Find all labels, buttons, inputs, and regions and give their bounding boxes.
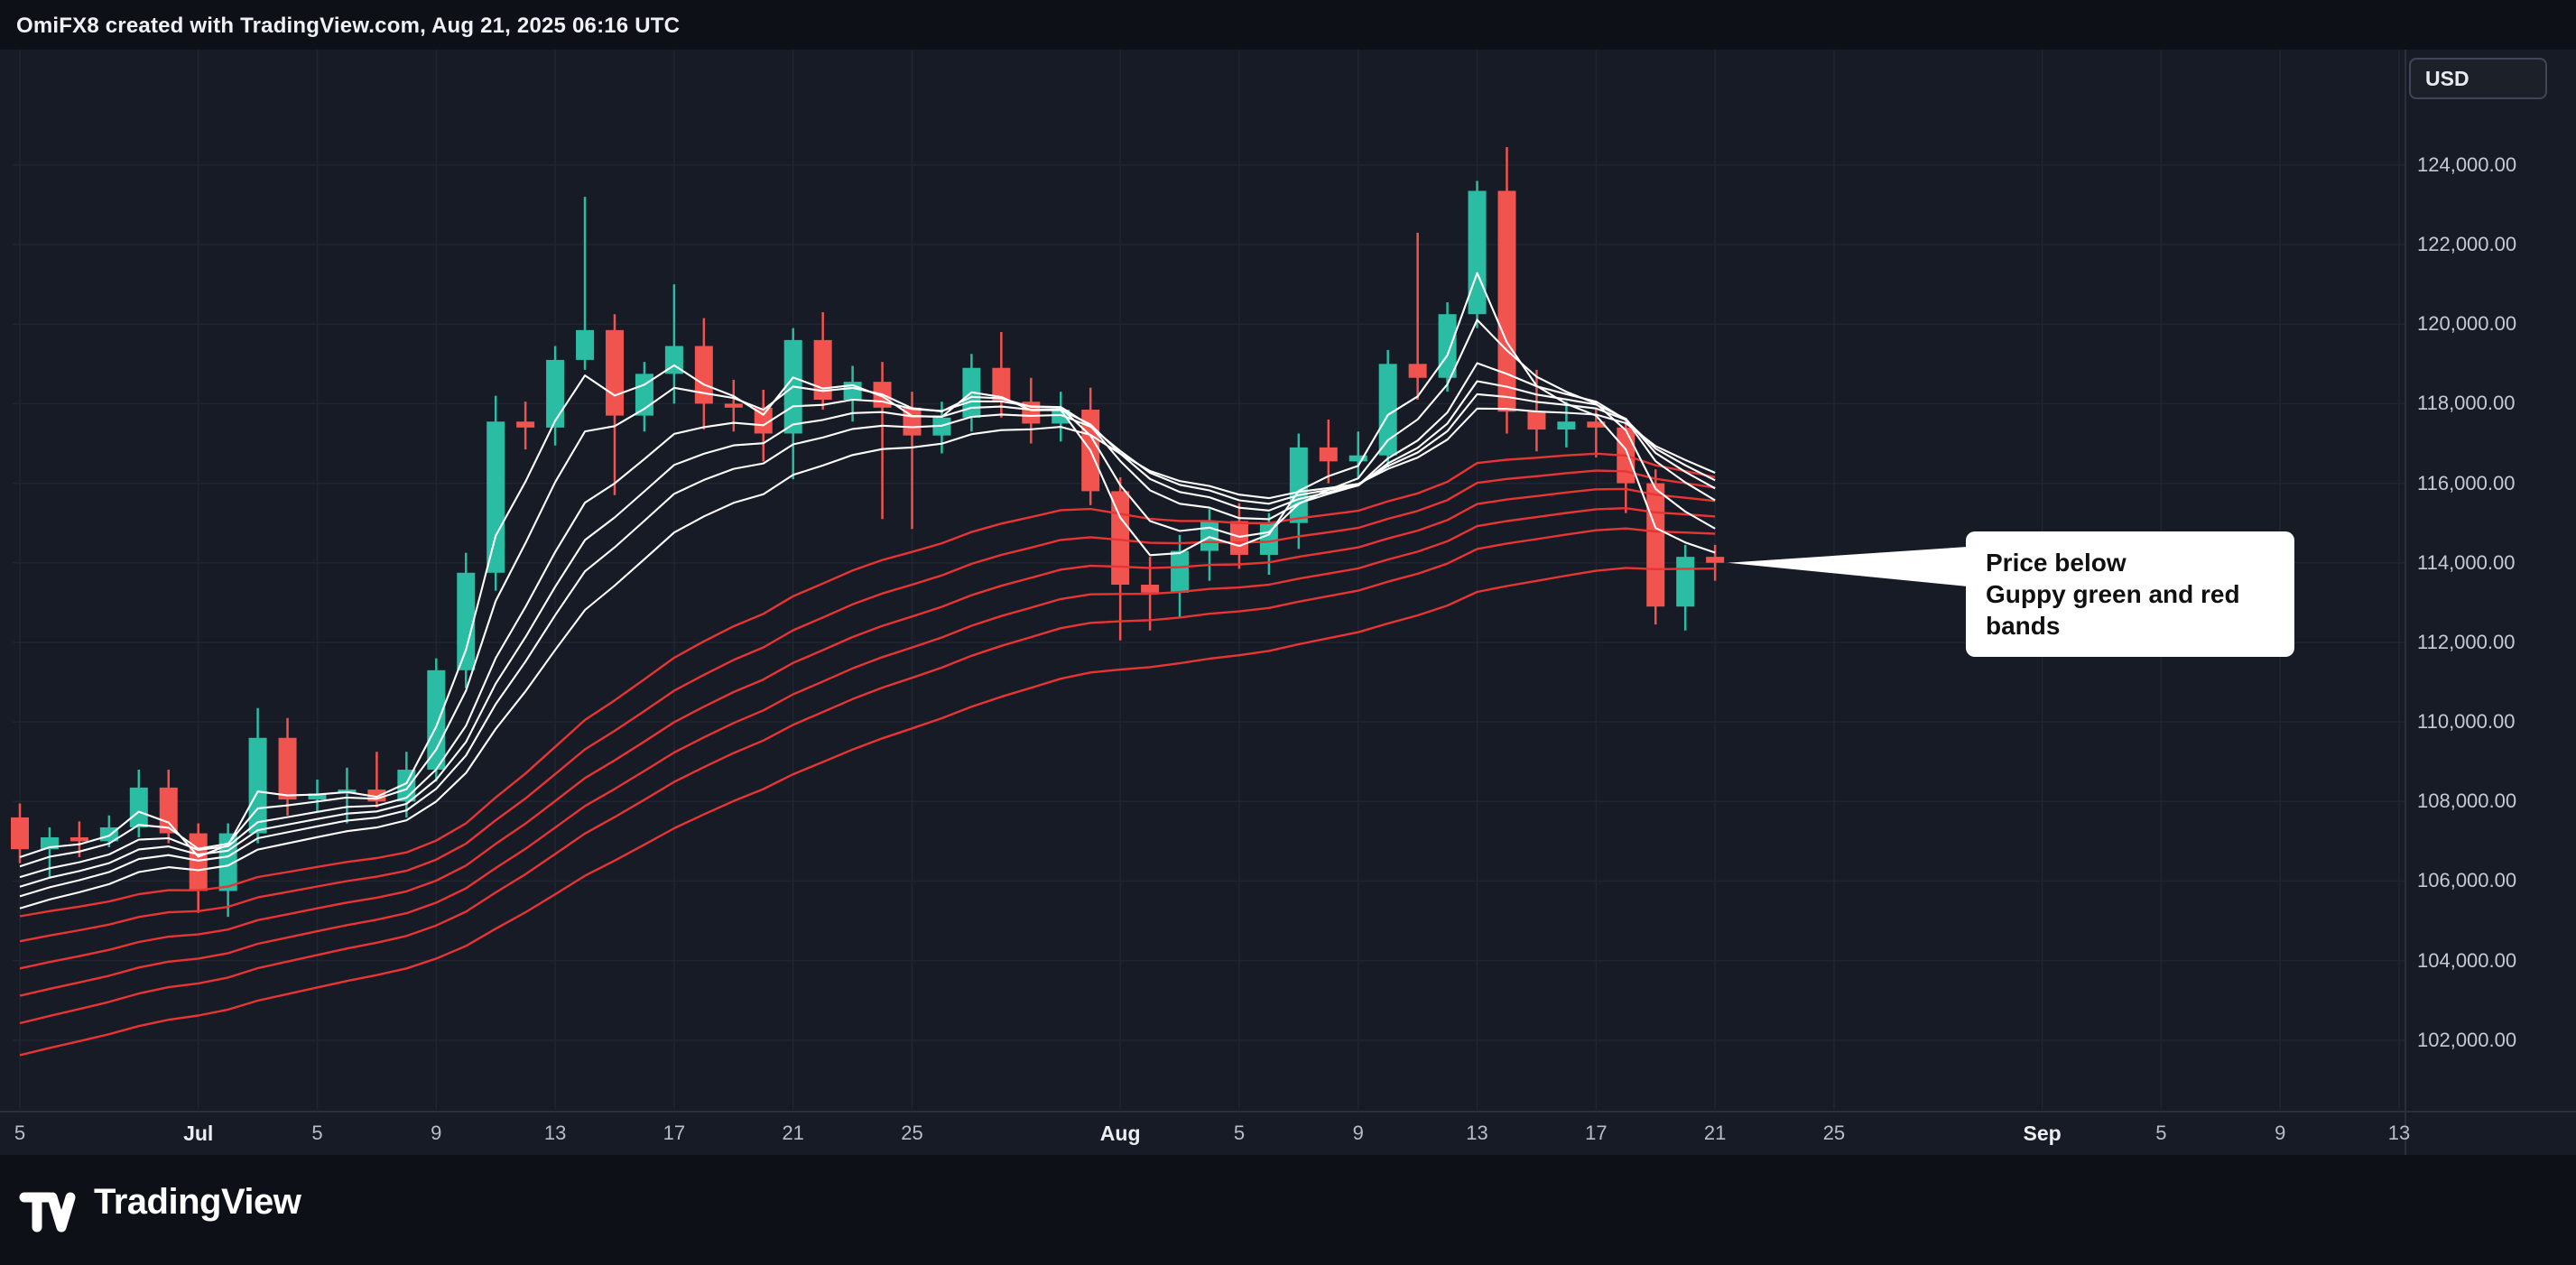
candle-body <box>278 737 297 800</box>
candle-body <box>1497 190 1516 412</box>
guppy-long-ema-line <box>19 567 1716 1057</box>
candle-body <box>1378 364 1397 456</box>
price-tick-label: 112,000.00 <box>2417 630 2516 653</box>
candle-body <box>1319 447 1338 462</box>
footer-bar: TradingView <box>0 1155 2576 1265</box>
candle-body <box>754 407 773 434</box>
price-tick-label: 102,000.00 <box>2417 1028 2517 1051</box>
guppy-long-ema-line <box>19 527 1716 1025</box>
annotation-callout: Price below Guppy green and red bands <box>1966 531 2294 657</box>
time-tick-label: 13 <box>543 1122 567 1144</box>
time-axis[interactable]: 5 Jul 5 9 13 17 21 25 Aug 5 9 13 17 21 25 Sep 5 9 13 <box>0 1112 2576 1155</box>
candle-body <box>11 817 29 850</box>
candle-body <box>1587 421 1606 428</box>
time-tick-label: 13 <box>2387 1122 2411 1144</box>
time-tick-label: 21 <box>782 1122 804 1144</box>
candle-body <box>1289 447 1308 523</box>
price-tick-label: 106,000.00 <box>2417 869 2517 892</box>
candle-body <box>129 787 148 827</box>
guppy-long-ema-line <box>19 469 1716 943</box>
price-tick-label: 108,000.00 <box>2417 789 2517 813</box>
time-tick-month-label: Sep <box>2023 1122 2062 1145</box>
time-tick-label: 17 <box>663 1122 686 1144</box>
currency-badge[interactable]: USD <box>2409 58 2547 99</box>
candle-body <box>606 329 624 416</box>
candle-body <box>546 359 565 428</box>
time-tick-label: 5 <box>2155 1122 2167 1144</box>
time-tick-month-label: Jul <box>183 1122 214 1145</box>
candle-body <box>1468 190 1487 315</box>
guppy-short-ema-line <box>19 319 1716 868</box>
candle-body <box>308 793 327 800</box>
annotation-line-2: Guppy green and red <box>1986 580 2240 608</box>
time-tick-label: 25 <box>1822 1122 1846 1144</box>
attribution-text: OmiFX8 created with TradingView.com, Aug… <box>16 14 681 38</box>
candle-body <box>813 339 832 400</box>
candle-body <box>189 833 208 891</box>
candle-body <box>1438 314 1457 378</box>
candle-body <box>457 572 476 670</box>
candle-body <box>1527 411 1546 430</box>
candle-body <box>576 329 595 360</box>
candle-body <box>1141 585 1160 593</box>
time-tick-label: 13 <box>1466 1122 1488 1144</box>
tradingview-wordmark[interactable]: TradingView <box>94 1182 301 1222</box>
annotation-line-3: bands <box>1986 612 2061 640</box>
guppy-short-ema-line <box>19 407 1716 910</box>
time-tick-label: 17 <box>1585 1122 1608 1144</box>
candle-body <box>1229 521 1248 555</box>
candle-body <box>427 669 446 771</box>
annotation-line-1: Price below <box>1986 549 2127 577</box>
candle-body <box>1676 557 1695 607</box>
time-tick-month-label: Aug <box>1099 1122 1141 1145</box>
price-tick-label: 118,000.00 <box>2417 392 2516 415</box>
price-tick-label: 114,000.00 <box>2417 550 2516 574</box>
tradingview-logo-icon[interactable] <box>18 1187 78 1236</box>
candle-body <box>664 346 683 374</box>
chart-header: OmiFX8 created with TradingView.com, Aug… <box>0 0 2576 50</box>
candle-body <box>1706 557 1725 563</box>
price-tick-label: 110,000.00 <box>2417 710 2516 734</box>
price-tick-label: 104,000.00 <box>2417 948 2517 972</box>
candle-body <box>1408 364 1427 378</box>
time-tick-label: 9 <box>1352 1122 1364 1144</box>
candle-body <box>1646 483 1665 607</box>
annotation-tail <box>1728 547 1968 586</box>
candle-body <box>1259 522 1278 555</box>
price-axis[interactable]: 102,000.00 104,000.00 106,000.00 108,000.00… <box>2406 50 2576 1112</box>
candle-body <box>1200 521 1219 551</box>
candle-body <box>724 403 743 408</box>
guppy-long-ema-line <box>19 507 1716 997</box>
price-tick-label: 122,000.00 <box>2417 233 2517 256</box>
price-tick-label: 124,000.00 <box>2417 152 2517 176</box>
candle-body <box>248 737 267 834</box>
candle-body <box>694 346 713 404</box>
candle-body <box>992 367 1011 402</box>
guppy-short-ema-line <box>19 392 1716 898</box>
guppy-long-ema-line <box>19 487 1716 970</box>
time-tick-label: 9 <box>431 1122 442 1144</box>
price-tick-label: 116,000.00 <box>2417 471 2516 494</box>
time-tick-label: 5 <box>1233 1122 1246 1144</box>
time-tick-label: 25 <box>901 1122 923 1144</box>
candle-body <box>159 787 178 834</box>
guppy-long-ema-line <box>19 452 1716 918</box>
candle-body <box>903 407 922 436</box>
candle-body <box>69 836 88 842</box>
time-tick-label: 21 <box>1703 1122 1727 1144</box>
candle-body <box>486 421 505 573</box>
candle-body <box>1171 550 1190 593</box>
candle-body <box>1348 455 1367 462</box>
guppy-short-ema-line <box>19 380 1716 888</box>
time-tick-label: 5 <box>311 1122 323 1144</box>
price-tick-label: 120,000.00 <box>2417 312 2517 336</box>
candle-body <box>516 421 535 428</box>
time-tick-label: 5 <box>14 1122 26 1144</box>
guppy-short-ema-line <box>19 362 1716 879</box>
time-tick-label: 9 <box>2275 1122 2286 1144</box>
candle-body <box>1557 421 1576 430</box>
